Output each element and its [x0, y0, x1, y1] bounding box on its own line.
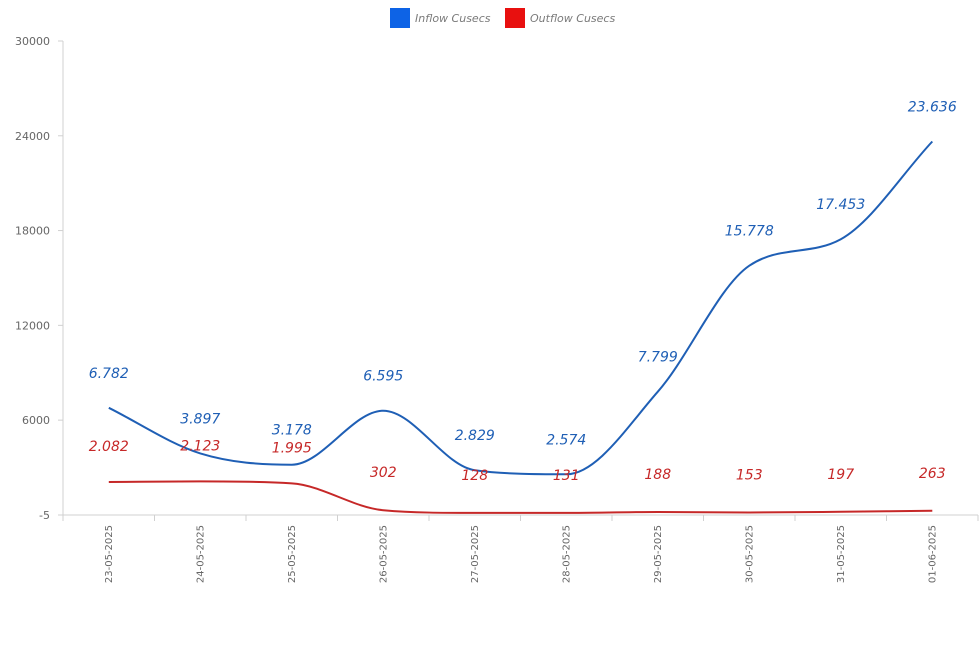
- inflow-cusecs-data-label: 3.897: [180, 411, 220, 427]
- x-tick-label: 01-06-2025: [927, 525, 938, 583]
- y-axis: -5 6000 12000 18000 24000 30000: [15, 35, 64, 522]
- x-tick-label: 27-05-2025: [470, 525, 481, 583]
- legend: Inflow Cusecs Outflow Cusecs: [390, 8, 615, 28]
- x-tick-label: 31-05-2025: [836, 525, 847, 583]
- x-tick-label: 25-05-2025: [287, 525, 298, 583]
- inflow-cusecs-data-label: 15.778: [725, 224, 774, 240]
- outflow-cusecs-data-label: 131: [553, 468, 580, 484]
- outflow-cusecs-data-label: 263: [919, 466, 946, 482]
- outflow-cusecs-data-label: 128: [461, 468, 488, 484]
- data-labels: 6.782 3.897 3.178 6.595 2.829 2.574 7.799 15.77…: [89, 100, 957, 484]
- inflow-cusecs-data-label: 3.178: [272, 423, 312, 439]
- inflow-cusecs-data-label: 2.574: [546, 432, 586, 448]
- x-tick-label: 28-05-2025: [561, 525, 572, 583]
- outflow-cusecs-data-label: 1.995: [272, 440, 312, 456]
- y-tick-label: -5: [39, 509, 50, 522]
- y-tick-label: 18000: [15, 225, 50, 238]
- outflow-cusecs-data-label: 302: [370, 465, 397, 481]
- outflow-cusecs-data-label: 2.082: [89, 439, 129, 455]
- x-tick-label: 26-05-2025: [378, 525, 389, 583]
- legend-swatch: [505, 8, 525, 28]
- x-tick-label: 23-05-2025: [104, 525, 115, 583]
- outflow-cusecs-data-label: 2.123: [180, 438, 220, 454]
- y-tick-label: 12000: [15, 319, 50, 332]
- inflow-cusecs-data-label: 23.636: [908, 100, 957, 116]
- x-tick-label: 30-05-2025: [744, 525, 755, 583]
- x-tick-label: 29-05-2025: [653, 525, 664, 583]
- x-tick-label: 24-05-2025: [195, 525, 206, 583]
- inflow-cusecs-data-label: 2.829: [455, 428, 495, 444]
- inflow-cusecs-data-label: 6.782: [89, 366, 129, 382]
- y-tick-label: 30000: [15, 35, 50, 48]
- inflow-cusecs-data-label: 17.453: [816, 197, 865, 213]
- outflow-cusecs-data-label: 188: [644, 467, 671, 483]
- outflow-cusecs-data-label: 197: [827, 467, 854, 483]
- outflow-cusecs-line: [108, 480, 933, 514]
- y-tick-label: 6000: [22, 414, 50, 427]
- series-lines: [108, 140, 934, 514]
- outflow-cusecs-data-label: 153: [736, 468, 763, 484]
- inflow-cusecs-line: [108, 140, 934, 476]
- y-tick-label: 24000: [15, 130, 50, 143]
- x-axis: 23-05-2025 24-05-2025 25-05-2025 26-05-2025…: [62, 514, 979, 583]
- legend-swatch: [390, 8, 410, 28]
- inflow-cusecs-data-label: 6.595: [363, 369, 403, 385]
- legend-label: Inflow Cusecs: [415, 12, 491, 25]
- inflow-cusecs-data-label: 7.799: [638, 350, 678, 366]
- legend-label: Outflow Cusecs: [530, 12, 615, 25]
